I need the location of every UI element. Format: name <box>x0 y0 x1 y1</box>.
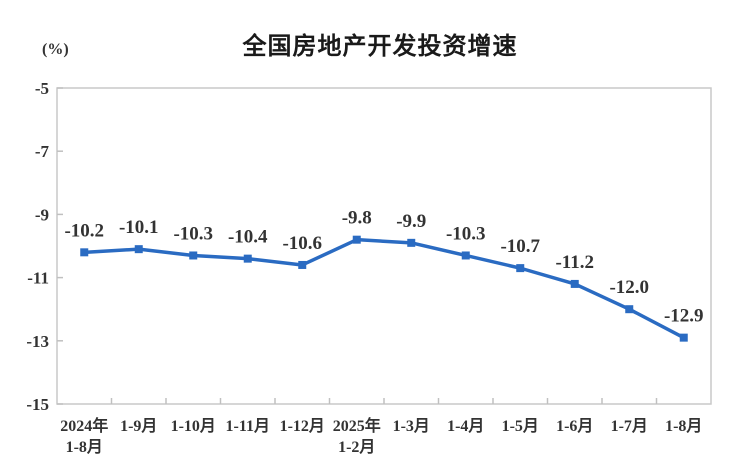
data-line <box>82 237 686 340</box>
data-point-marker <box>352 235 361 244</box>
x-tick-label: 2025年 <box>333 416 381 435</box>
y-tick-label: -9 <box>35 205 49 224</box>
x-tick-label: 1-8月 <box>665 417 702 435</box>
x-tick-label: 1-8月 <box>66 438 103 456</box>
y-tick-label: -15 <box>26 395 49 414</box>
plot-border <box>56 87 712 405</box>
x-tick-label: 1-4月 <box>447 417 484 435</box>
x-tick-label: 1-2月 <box>338 438 375 456</box>
x-tick-label: 1-11月 <box>226 417 270 435</box>
y-tick-label: -7 <box>35 142 50 161</box>
data-label: -11.2 <box>555 252 594 273</box>
data-point-marker <box>516 264 525 273</box>
x-tick-label: 1-6月 <box>556 417 593 435</box>
data-point-marker <box>134 245 143 254</box>
data-label: -10.4 <box>228 227 268 248</box>
x-tick-label: 1-3月 <box>393 417 430 435</box>
data-label: -10.6 <box>282 233 322 254</box>
x-tick-label: 1-5月 <box>502 417 539 435</box>
y-tick-label: -13 <box>26 332 49 351</box>
data-point-marker <box>679 333 688 342</box>
data-label: -12.9 <box>664 306 704 327</box>
data-point-marker <box>407 238 416 247</box>
data-label: -10.7 <box>500 236 540 257</box>
data-point-marker <box>461 251 470 260</box>
data-point-marker <box>625 305 634 314</box>
data-label: -10.2 <box>64 220 104 241</box>
y-tick-label: -5 <box>35 79 49 98</box>
chart-title: 全国房地产开发投资增速 <box>242 33 518 60</box>
data-point-marker <box>189 251 198 260</box>
data-label: -10.3 <box>446 223 486 244</box>
data-point-marker <box>243 254 252 263</box>
data-point-marker <box>570 279 579 288</box>
x-tick-label: 1-9月 <box>120 417 157 435</box>
data-label: -9.9 <box>396 211 426 232</box>
x-tick-label: 1-7月 <box>611 417 648 435</box>
data-point-marker <box>298 260 307 269</box>
y-tick-label: -11 <box>27 269 49 288</box>
x-tick-label: 2024年 <box>60 416 108 435</box>
data-label: -10.3 <box>173 223 213 244</box>
data-label: -9.8 <box>342 208 372 229</box>
data-label: -12.0 <box>609 277 649 298</box>
x-tick-label: 1-10月 <box>171 417 216 435</box>
data-label: -10.1 <box>119 217 159 238</box>
y-axis-unit-label: (%) <box>42 41 69 58</box>
x-tick-label: 1-12月 <box>280 417 325 435</box>
data-point-marker <box>80 248 89 257</box>
